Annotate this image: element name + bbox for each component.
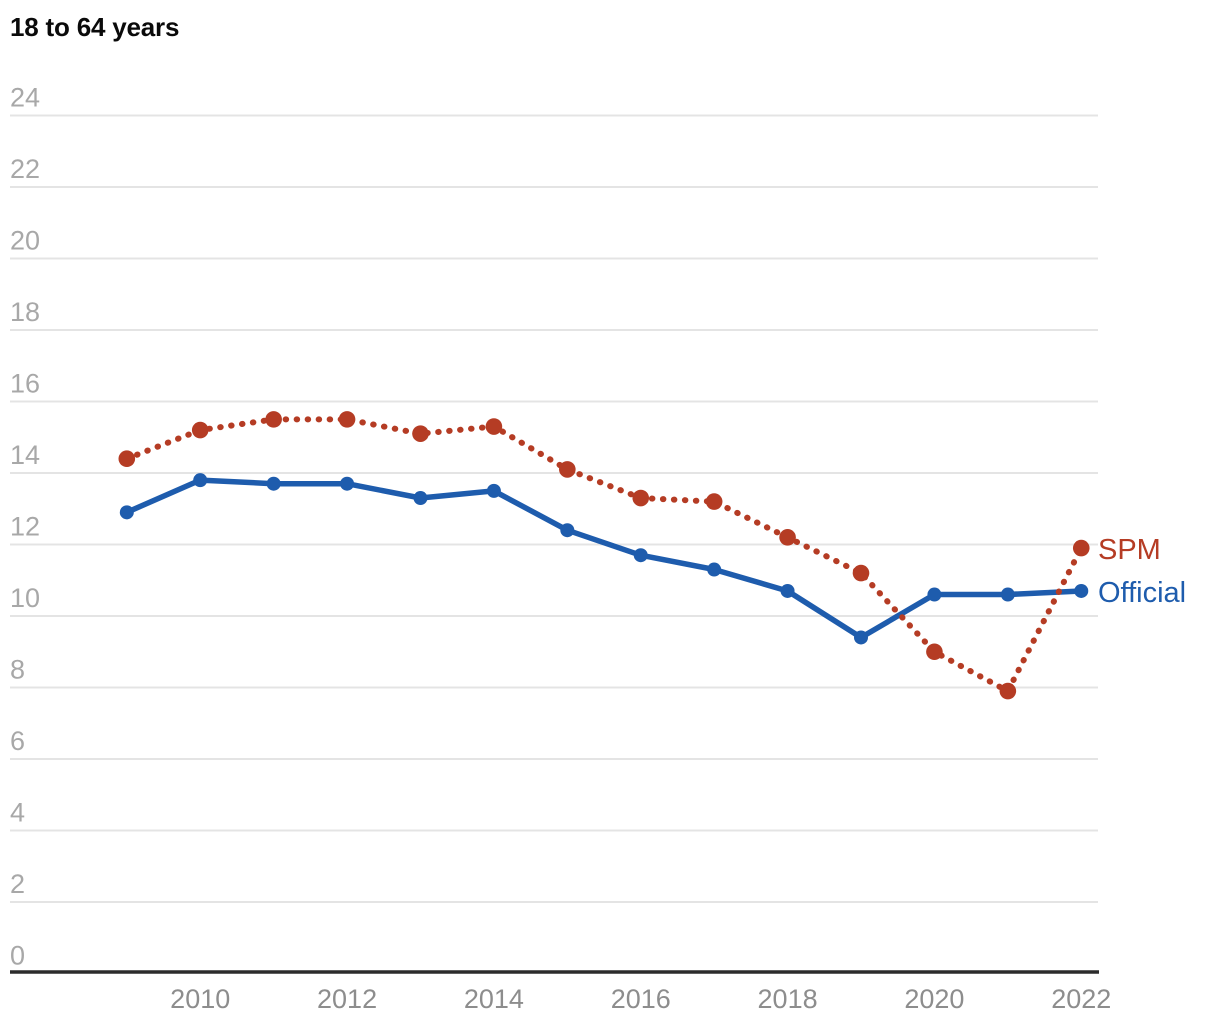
official-data-point	[413, 491, 428, 506]
x-axis-tick-labels: 2010 2012 2014 2016 2018 2020 2022	[170, 984, 1111, 1014]
x-tick-label: 2020	[904, 984, 964, 1014]
official-data-point	[780, 583, 795, 598]
y-tick-label: 6	[10, 726, 25, 756]
series-label-official: Official	[1098, 577, 1186, 609]
x-tick-label: 2012	[317, 984, 377, 1014]
y-tick-label: 0	[10, 941, 25, 971]
spm-data-point	[632, 489, 650, 507]
y-tick-label: 14	[10, 440, 40, 470]
spm-data-point	[338, 411, 356, 428]
official-data-point	[854, 630, 868, 645]
official-data-point	[340, 476, 355, 491]
spm-data-point	[705, 493, 723, 510]
official-data-point	[927, 587, 942, 602]
y-tick-label: 10	[10, 583, 40, 613]
official-data-point	[560, 523, 575, 538]
y-tick-label: 16	[10, 369, 40, 399]
official-data-point	[266, 476, 281, 491]
official-data-point	[193, 473, 208, 488]
y-tick-label: 22	[10, 154, 40, 184]
spm-data-point	[779, 529, 796, 546]
official-data-point	[486, 483, 501, 498]
official-data-point	[119, 505, 134, 520]
spm-data-point	[1072, 539, 1090, 557]
spm-data-point	[559, 461, 576, 478]
spm-data-point	[999, 682, 1017, 700]
y-tick-label: 24	[10, 83, 40, 113]
x-tick-label: 2016	[611, 984, 671, 1014]
x-tick-label: 2022	[1051, 984, 1111, 1014]
x-tick-label: 2010	[170, 984, 230, 1014]
official-data-point	[1000, 587, 1015, 602]
spm-data-point	[265, 411, 282, 428]
gridlines	[10, 114, 1098, 903]
y-tick-label: 8	[10, 655, 25, 685]
x-tick-label: 2018	[758, 984, 818, 1014]
y-tick-label: 20	[10, 226, 40, 256]
spm-data-point	[485, 418, 503, 435]
official-data-point	[633, 548, 648, 563]
spm-data-point	[926, 643, 943, 661]
spm-line	[123, 416, 1085, 695]
y-tick-label: 18	[10, 297, 40, 327]
official-data-point	[707, 562, 722, 577]
chart-title: 18 to 64 years	[10, 12, 180, 42]
spm-data-point	[852, 564, 870, 582]
spm-data-point	[191, 421, 209, 439]
series-lines	[118, 411, 1090, 700]
spm-data-point	[412, 425, 429, 442]
x-tick-label: 2014	[464, 984, 524, 1014]
official-data-point	[1074, 583, 1089, 598]
y-tick-label: 2	[10, 869, 25, 899]
series-label-spm: SPM	[1098, 534, 1161, 566]
official-line	[125, 477, 1082, 641]
spm-data-point	[118, 450, 136, 468]
y-tick-label: 12	[10, 512, 40, 542]
y-tick-label: 4	[10, 798, 25, 828]
